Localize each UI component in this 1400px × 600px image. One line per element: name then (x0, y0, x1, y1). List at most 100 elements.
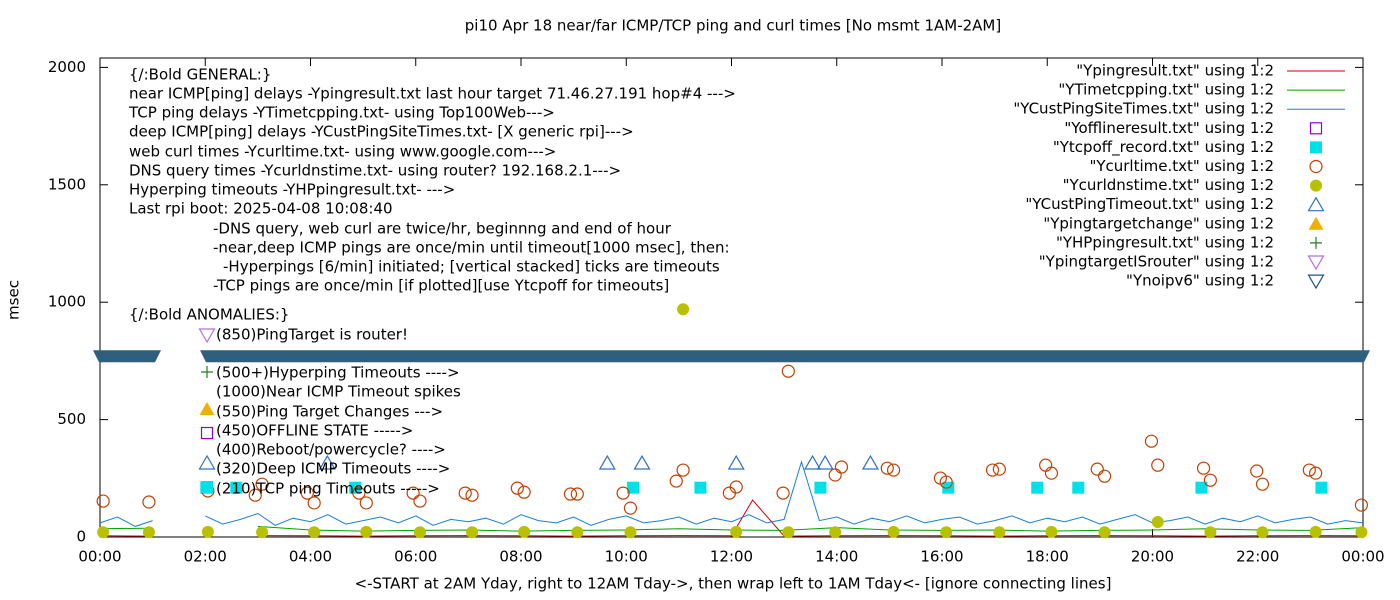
point (359, 496, 373, 510)
point (1250, 464, 1264, 478)
annotation: {/:Bold GENERAL:} (129, 66, 271, 84)
y-tick-label: 1500 (48, 175, 86, 193)
annotation: {/:Bold ANOMALIES:} (129, 306, 289, 324)
legend-swatch (1310, 236, 1322, 249)
legend-label: "Ycurldnstime.txt" using 1:2 (1063, 176, 1274, 194)
legend-swatch (1307, 255, 1325, 271)
point (861, 454, 879, 470)
point (307, 496, 321, 510)
point (201, 481, 213, 493)
legend-swatch (1310, 179, 1322, 192)
point (1031, 481, 1044, 494)
point (1098, 469, 1112, 483)
point (360, 525, 373, 538)
point (97, 526, 110, 539)
annotation: (1000)Near ICMP Timeout spikes (216, 383, 461, 401)
legend-label: "Ycurltime.txt" using 1:2 (1089, 157, 1274, 175)
series-line (99, 460, 1364, 527)
point (616, 486, 630, 500)
annotation: (550)Ping Target Changes ---> (216, 403, 443, 421)
annotation: deep ICMP[ping] delays -YCustPingSiteTim… (129, 123, 634, 141)
annotation: near ICMP[ping] delays -Ypingresult.txt … (129, 85, 736, 103)
x-tick-label: 02:00 (184, 548, 227, 566)
point (1315, 481, 1328, 494)
point (352, 486, 366, 500)
point (886, 463, 901, 477)
point (466, 526, 479, 539)
point (1151, 515, 1164, 528)
y-tick-label: 2000 (48, 58, 86, 76)
annotation: -DNS query, web curl are twice/hr, begin… (213, 220, 672, 238)
x-tick-label: 16:00 (920, 548, 963, 566)
point (413, 526, 426, 539)
y-axis-label: msec (5, 280, 23, 320)
y-tick-label: 0 (76, 528, 86, 546)
x-tick-label: 00:00 (78, 548, 121, 566)
legend-swatch (1307, 196, 1325, 212)
point (880, 461, 894, 475)
point (571, 526, 584, 539)
point (142, 495, 156, 509)
point (1196, 461, 1211, 475)
legend-swatch (1309, 122, 1323, 135)
point (623, 501, 638, 515)
point (624, 526, 637, 539)
point (814, 481, 827, 494)
point (1090, 462, 1104, 476)
point (1045, 525, 1058, 538)
point (256, 526, 269, 539)
annotation: Hyperping timeouts -YHPpingresult.txt- -… (129, 181, 455, 199)
x-tick-label: 14:00 (815, 548, 858, 566)
y-tick-label: 1000 (48, 293, 86, 311)
point (318, 454, 336, 470)
point (96, 494, 110, 508)
y-tick-label: 500 (57, 410, 86, 428)
point (781, 364, 795, 378)
annotation: (450)OFFLINE STATE -----> (216, 422, 413, 440)
legend-swatch (1310, 141, 1322, 154)
point (1072, 481, 1085, 494)
x-tick-label: 22:00 (1236, 548, 1279, 566)
legend-label: "Ytcpoff_record.txt" using 1:2 (1053, 138, 1274, 157)
point (828, 468, 842, 482)
point (633, 454, 651, 470)
series-line (99, 525, 1364, 532)
point (248, 488, 262, 502)
point (230, 481, 243, 494)
point (1203, 473, 1217, 487)
point (199, 402, 215, 415)
point (1354, 498, 1369, 512)
point (517, 485, 531, 499)
point (727, 454, 745, 470)
point (1039, 458, 1053, 472)
point (1302, 463, 1316, 477)
point (940, 526, 953, 539)
annotation: TCP ping delays -YTimetcpping.txt- using… (128, 104, 555, 122)
point (1195, 481, 1208, 494)
point (627, 481, 640, 494)
point (200, 426, 214, 440)
point (1255, 477, 1270, 491)
point (1309, 466, 1323, 480)
x-tick-label: 08:00 (499, 548, 542, 566)
annotation: -near,deep ICMP pings are once/min until… (213, 239, 730, 257)
x-tick-label: 12:00 (710, 548, 753, 566)
point (1204, 526, 1217, 539)
annotation: Last rpi boot: 2025-04-08 10:08:40 (129, 200, 393, 218)
annotation: (320)Deep ICMP Timeouts ----> (216, 460, 450, 478)
point (782, 526, 795, 539)
reference-band (200, 350, 1370, 363)
legend-label: "Ypingresult.txt" using 1:2 (1076, 62, 1274, 80)
point (1151, 458, 1165, 472)
point (1044, 466, 1059, 480)
point (201, 525, 214, 538)
point (992, 462, 1006, 476)
annotation: (210)TCP ping Timeouts -----> (216, 480, 440, 498)
annotation: (500+)Hyperping Timeouts ----> (216, 364, 460, 382)
annotation: -TCP pings are once/min [if plotted][use… (213, 277, 669, 295)
point (887, 525, 900, 538)
point (1355, 526, 1368, 539)
legend-label: "YCustPingSiteTimes.txt" using 1:2 (1013, 100, 1274, 118)
point (729, 480, 743, 494)
point (598, 454, 616, 470)
